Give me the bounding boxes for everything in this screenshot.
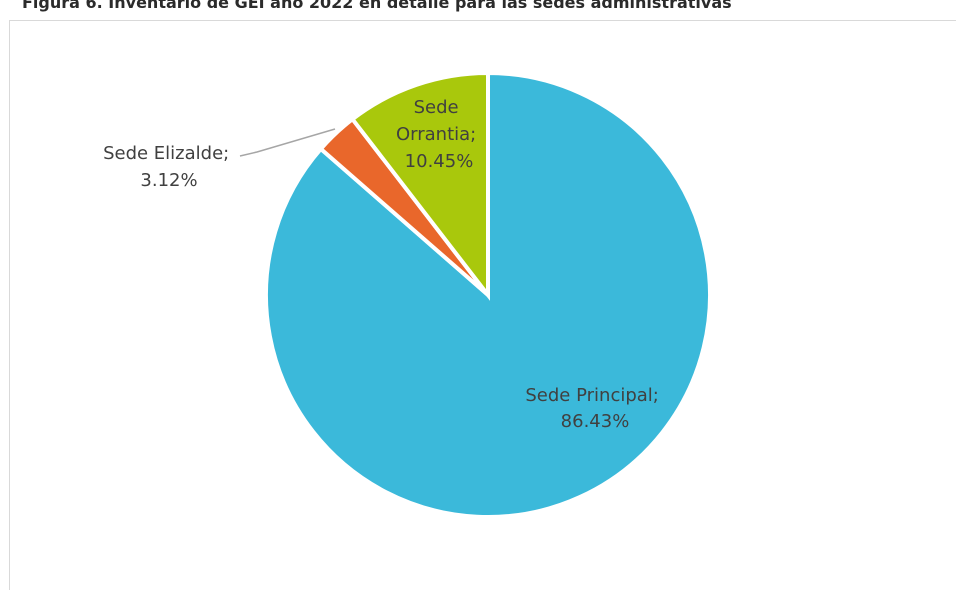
label-sede-orrantia-line1: Sede — [414, 97, 459, 118]
chart-title: Figura 6. Inventario de GEI año 2022 en … — [22, 0, 732, 12]
label-sede-elizalde: Sede Elizalde; 3.12% — [103, 143, 235, 191]
pie-chart: Sede Principal; 86.43% Sede Elizalde; 3.… — [103, 70, 712, 519]
label-sede-elizalde-name: Sede Elizalde; — [103, 143, 229, 164]
label-sede-orrantia-percent: 10.45% — [405, 151, 474, 172]
label-sede-principal: Sede Principal; 86.43% — [525, 385, 664, 432]
label-sede-principal-percent: 86.43% — [561, 411, 630, 432]
leader-line-sede-elizalde — [239, 128, 336, 157]
label-sede-elizalde-percent: 3.12% — [140, 170, 197, 191]
label-sede-orrantia: Sede Orrantia; 10.45% — [396, 97, 482, 172]
label-sede-principal-name: Sede Principal; — [525, 385, 659, 406]
label-sede-orrantia-line2: Orrantia; — [396, 124, 476, 145]
pie-slices — [263, 70, 712, 519]
pie-slice-sede-orrantia — [349, 70, 490, 301]
